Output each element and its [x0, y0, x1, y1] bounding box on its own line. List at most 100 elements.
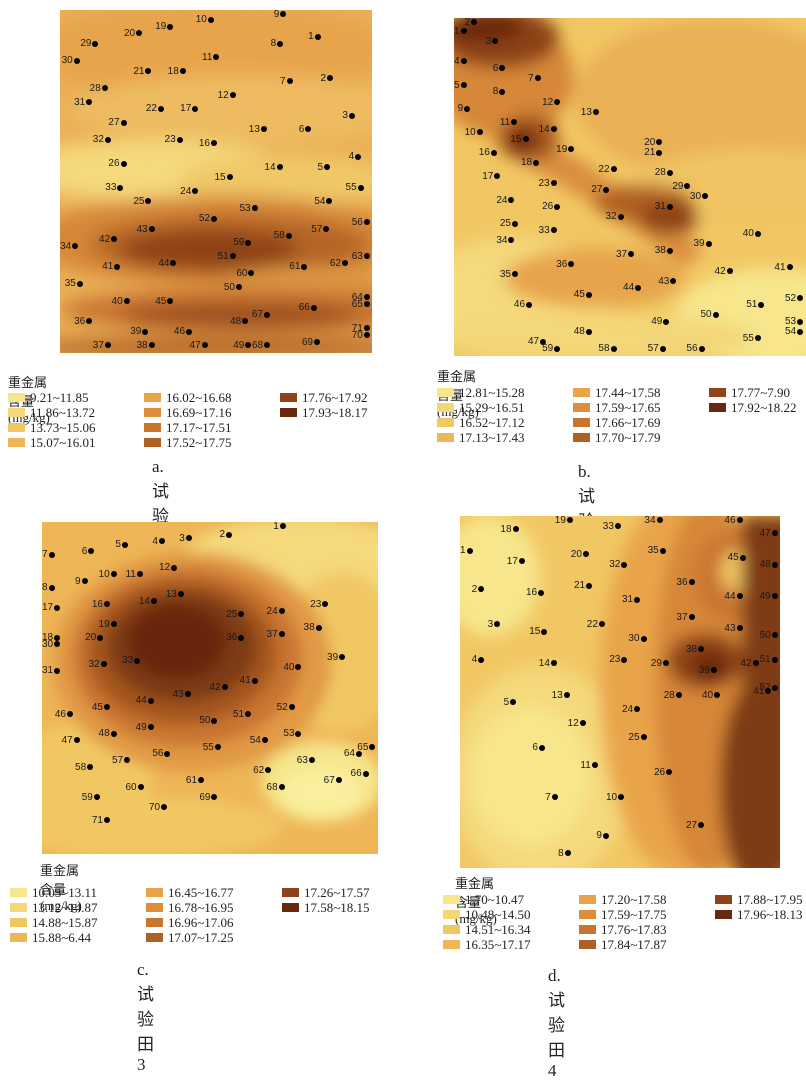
sample-point-label: 3: [179, 532, 185, 544]
sample-point: 55: [203, 742, 221, 753]
legend-swatch: [10, 903, 27, 912]
sample-point: 17: [507, 556, 525, 567]
sample-point-dot: [295, 664, 302, 671]
sample-point-dot: [348, 112, 355, 119]
sample-point-label: 44: [724, 590, 736, 602]
sample-point-dot: [554, 98, 561, 105]
sample-point: 33: [603, 521, 621, 532]
sample-point-dot: [235, 284, 242, 291]
sample-point: 37: [93, 341, 111, 351]
legend-d: 1.70~10.47 10.48~14.50 14.51~16.34 16.35~17…: [443, 892, 806, 952]
sample-point: 70: [149, 802, 168, 813]
sample-point-dot: [198, 777, 205, 784]
sample-point: 4: [454, 56, 467, 67]
sample-point: 49: [760, 591, 778, 602]
sample-point-dot: [342, 260, 349, 267]
sample-point-dot: [339, 654, 346, 661]
sample-point-dot: [100, 661, 107, 668]
sample-point-dot: [264, 311, 271, 318]
sample-point: 3: [179, 532, 192, 544]
legend-item: 17.07~17.25: [146, 930, 282, 945]
sample-point-label: 37: [266, 628, 278, 640]
sample-point-dot: [121, 541, 128, 548]
sample-point: 20: [124, 29, 143, 39]
sample-point-dot: [137, 783, 144, 790]
legend-item: 17.92~18.22: [709, 400, 806, 415]
sample-point-label: 18: [42, 632, 54, 644]
sample-point-label: 70: [351, 329, 363, 341]
sample-point: 13: [166, 590, 184, 600]
legend-range-label: 14.51~16.34: [465, 921, 531, 937]
sample-point: 7: [528, 73, 541, 84]
legend-item: 16.96~17.06: [146, 915, 282, 930]
sample-point: 50: [199, 716, 218, 726]
sample-point-dot: [327, 74, 334, 81]
sample-point-label: 7: [42, 549, 48, 561]
sample-point-dot: [167, 297, 174, 304]
sample-point: 22: [146, 104, 164, 114]
sample-point: 19: [155, 22, 174, 32]
sample-point: 52: [760, 683, 778, 693]
sample-point-dot: [324, 164, 330, 171]
sample-point-label: 23: [164, 134, 176, 146]
sample-point: 14: [539, 124, 557, 135]
sample-point-label: 67: [323, 774, 335, 786]
sample-point-dot: [286, 78, 293, 85]
sample-point-dot: [568, 261, 575, 268]
sample-point-label: 38: [136, 340, 148, 352]
sample-point-label: 4: [152, 535, 158, 547]
sample-point-dot: [147, 724, 154, 731]
sample-point-label: 16: [198, 137, 210, 149]
sample-point-label: 3: [485, 35, 492, 47]
legend-range-label: 17.77~7.90: [731, 384, 791, 400]
sample-point-label: 52: [760, 682, 771, 693]
legend-item: 17.77~7.90: [709, 385, 806, 400]
sample-point-label: 23: [609, 654, 621, 666]
sample-point-label: 10: [195, 14, 207, 26]
sample-point-dot: [211, 793, 218, 800]
sample-point-label: 9: [75, 575, 81, 587]
sample-point-dot: [276, 164, 283, 171]
sample-point-label: 50: [700, 309, 712, 321]
sample-point-label: 2: [464, 18, 471, 28]
legend-range-label: 11.86~13.72: [30, 404, 96, 420]
sample-point-label: 28: [654, 167, 666, 179]
sample-point-label: 44: [623, 282, 635, 294]
sample-point-label: 57: [311, 223, 323, 235]
sample-point: 47: [528, 336, 547, 348]
sample-point-dot: [245, 710, 252, 717]
legend-range-label: 17.93~18.17: [302, 404, 368, 420]
sample-point: 12: [218, 90, 236, 101]
sample-point-dot: [688, 579, 695, 586]
sample-point: 54: [314, 197, 333, 207]
sample-point: 43: [136, 224, 155, 235]
legend-swatch: [8, 423, 25, 432]
sample-point: 17: [180, 104, 199, 114]
sample-point-dot: [214, 744, 221, 751]
sample-point: 13: [552, 690, 570, 701]
legend-item: 16.69~17.16: [144, 405, 280, 420]
sample-point: 51: [218, 251, 236, 262]
legend-range-label: 15.29~16.51: [459, 399, 525, 415]
sample-point-dot: [148, 342, 155, 349]
sample-point-label: 33: [105, 182, 117, 194]
legend-item: 17.66~17.69: [573, 415, 709, 430]
sample-point-dot: [134, 657, 141, 664]
sample-point-dot: [538, 744, 545, 751]
sample-point-dot: [179, 68, 186, 75]
sample-point-label: 25: [226, 608, 238, 620]
sample-point-label: 3: [342, 110, 348, 122]
sample-point: 44: [724, 590, 743, 602]
sample-point-dot: [176, 136, 183, 143]
sample-point-label: 47: [528, 336, 540, 348]
sample-point-label: 6: [492, 62, 499, 74]
sample-point: 1: [460, 546, 473, 556]
sample-point-dot: [87, 764, 94, 771]
sample-point-label: 18: [520, 157, 533, 169]
legend-range-label: 10.48~14.50: [465, 906, 531, 922]
legend-swatch: [146, 888, 163, 897]
sample-point-dot: [76, 280, 83, 287]
sample-point: 43: [724, 623, 743, 634]
sample-point: 21: [644, 148, 663, 158]
sample-point-dot: [771, 529, 778, 536]
